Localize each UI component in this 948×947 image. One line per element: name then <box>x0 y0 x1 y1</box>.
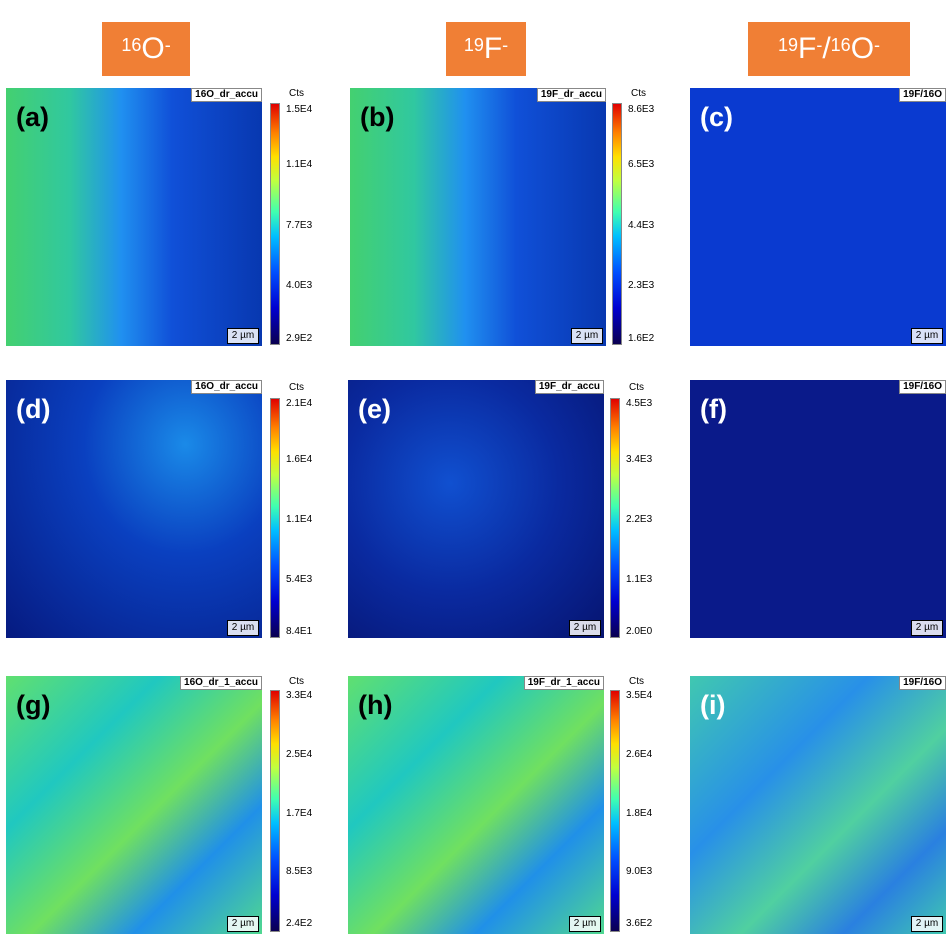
panel-e-scale-bar: 2 µm <box>569 620 601 636</box>
header-ratio-slash: / <box>822 32 831 65</box>
panel-d-colorbar <box>270 398 280 638</box>
panel-h-tick-4: 9.0E3 <box>626 866 653 877</box>
panel-a-scale-bar: 2 µm <box>227 328 259 344</box>
panel-g-title: 16O_dr_1_accu <box>180 676 262 690</box>
panel-f-image: 19F/16O (f) 2 µm <box>690 380 946 638</box>
panel-a-label: (a) <box>16 102 49 132</box>
panel-b-tick-5: 1.6E2 <box>628 333 655 344</box>
header-19F-mass: 19 <box>463 34 484 55</box>
panel-d-label: (d) <box>16 394 51 424</box>
panel-b-tick-2: 6.5E3 <box>628 159 655 170</box>
panel-i-image: 19F/16O (i) 2 µm <box>690 676 946 934</box>
panel-a-tick-2: 1.1E4 <box>286 159 313 170</box>
header-16O: 16 O - <box>102 22 190 76</box>
panel-d-scale-bar: 2 µm <box>227 620 259 636</box>
panel-c-scale-bar: 2 µm <box>911 328 943 344</box>
panel-g-label: (g) <box>16 690 51 720</box>
panel-c-image: 19F/16O (c) 2 µm <box>690 88 946 346</box>
header-ratio: 19 F -/16 O - <box>748 22 910 76</box>
panel-i-label: (i) <box>700 690 726 720</box>
header-16O-mass: 16 <box>121 34 142 55</box>
header-16O-charge: - <box>164 34 171 55</box>
panel-b-tick-1: 8.6E3 <box>628 104 655 115</box>
header-19F: 19 F - <box>446 22 526 76</box>
panel-h-tick-1: 3.5E4 <box>626 690 653 701</box>
panel-b-colorbar <box>612 103 622 345</box>
panel-g-tick-3: 1.7E4 <box>286 808 313 819</box>
panel-h-cts-label: Cts <box>629 676 644 687</box>
panel-h-scale-bar: 2 µm <box>569 916 601 932</box>
panel-e-tick-1: 4.5E3 <box>626 398 653 409</box>
header-ratio-charge1: - <box>816 34 823 55</box>
panel-a-cts-label: Cts <box>289 88 304 99</box>
panel-a-tick-4: 4.0E3 <box>286 280 313 291</box>
header-ratio-charge2: - <box>874 34 881 55</box>
panel-f-title: 19F/16O <box>899 380 946 394</box>
panel-b-tick-3: 4.4E3 <box>628 220 655 231</box>
panel-h-tick-5: 3.6E2 <box>626 918 653 929</box>
panel-h-tick-2: 2.6E4 <box>626 749 653 760</box>
panel-d-tick-5: 8.4E1 <box>286 626 313 637</box>
panel-d-tick-4: 5.4E3 <box>286 574 313 585</box>
panel-e-title: 19F_dr_accu <box>534 380 604 394</box>
panel-b-cts-label: Cts <box>631 88 646 99</box>
panel-b-tick-4: 2.3E3 <box>628 280 655 291</box>
panel-e-tick-5: 2.0E0 <box>626 626 653 637</box>
panel-h-title: 19F_dr_1_accu <box>523 676 604 690</box>
panel-i-title: 19F/16O <box>899 676 946 690</box>
panel-b-image: 19F_dr_accu (b) 2 µm <box>350 88 606 346</box>
panel-b-title: 19F_dr_accu <box>536 88 606 102</box>
panel-a-tick-1: 1.5E4 <box>286 104 313 115</box>
panel-b-label: (b) <box>360 102 395 132</box>
header-19F-symbol: F <box>483 32 503 65</box>
panel-h-label: (h) <box>358 690 393 720</box>
panel-d-image: 16O_dr_accu (d) 2 µm <box>6 380 262 638</box>
panel-a-colorbar <box>270 103 280 345</box>
panel-h-tick-3: 1.8E4 <box>626 808 653 819</box>
panel-h-image: 19F_dr_1_accu (h) 2 µm <box>348 676 604 934</box>
panel-c-label: (c) <box>700 102 733 132</box>
panel-g-tick-2: 2.5E4 <box>286 749 313 760</box>
header-ratio-mass2: 16 <box>830 34 851 55</box>
panel-e-colorbar <box>610 398 620 638</box>
panel-d-tick-1: 2.1E4 <box>286 398 313 409</box>
header-ratio-mass1: 19 <box>777 34 798 55</box>
panel-d-tick-3: 1.1E4 <box>286 514 313 525</box>
panel-b-scale-bar: 2 µm <box>571 328 603 344</box>
panel-e-cts-label: Cts <box>629 382 644 393</box>
panel-g-scale-bar: 2 µm <box>227 916 259 932</box>
header-ratio-symbol2: O <box>850 32 875 65</box>
panel-a-tick-5: 2.9E2 <box>286 333 313 344</box>
panel-e-tick-2: 3.4E3 <box>626 454 653 465</box>
panel-g-tick-1: 3.3E4 <box>286 690 313 701</box>
header-16O-symbol: O <box>141 32 165 65</box>
panel-a-tick-3: 7.7E3 <box>286 220 313 231</box>
header-ratio-symbol1: F <box>797 32 817 65</box>
panel-e-tick-4: 1.1E3 <box>626 574 653 585</box>
panel-e-label: (e) <box>358 394 391 424</box>
panel-a-title: 16O_dr_accu <box>191 88 262 102</box>
panel-g-image: 16O_dr_1_accu (g) 2 µm <box>6 676 262 934</box>
panel-e-tick-3: 2.2E3 <box>626 514 653 525</box>
panel-e-image: 19F_dr_accu (e) 2 µm <box>348 380 604 638</box>
panel-g-tick-5: 2.4E2 <box>286 918 313 929</box>
panel-g-cts-label: Cts <box>289 676 304 687</box>
panel-d-title: 16O_dr_accu <box>191 380 262 394</box>
panel-g-colorbar <box>270 690 280 932</box>
panel-h-colorbar <box>610 690 620 932</box>
panel-f-label: (f) <box>700 394 727 424</box>
panel-d-tick-2: 1.6E4 <box>286 454 313 465</box>
panel-a-image: 16O_dr_accu (a) 2 µm <box>6 88 262 346</box>
panel-c-title: 19F/16O <box>899 88 946 102</box>
panel-i-scale-bar: 2 µm <box>911 916 943 932</box>
panel-d-cts-label: Cts <box>289 382 304 393</box>
panel-f-scale-bar: 2 µm <box>911 620 943 636</box>
panel-g-tick-4: 8.5E3 <box>286 866 313 877</box>
header-19F-charge: - <box>502 34 509 55</box>
